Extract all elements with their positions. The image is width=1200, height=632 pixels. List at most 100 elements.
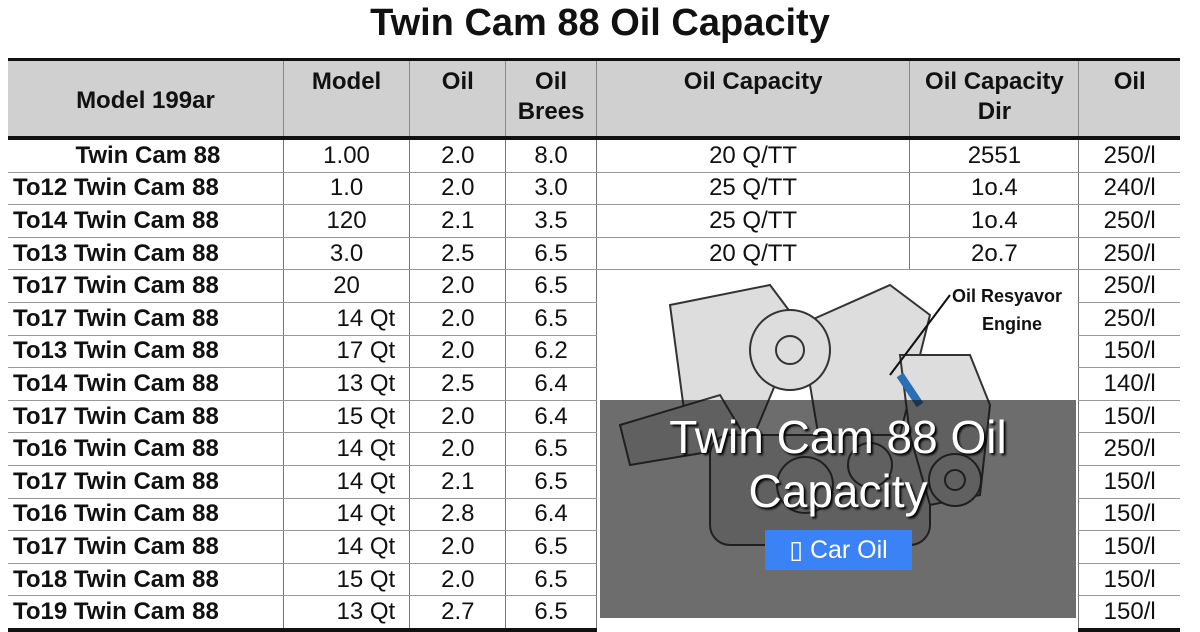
table-cell: To14 Twin Cam 88 — [8, 204, 284, 238]
table-row: To14 Twin Cam 88 120 2.1 3.5 25 Q/TT 1o.4 250/… — [8, 204, 1180, 238]
table-cell: 15 Qt — [282, 400, 410, 434]
table-cell: 25 Q/TT — [595, 204, 910, 238]
table-cell: 1o.4 — [909, 204, 1079, 238]
table-cell: 8.0 — [505, 138, 597, 173]
table-cell: 2.8 — [409, 498, 506, 532]
table-cell: 17 Qt — [282, 335, 410, 369]
category-tag-label: Car Oil — [809, 536, 888, 564]
table-cell: 14 Qt — [282, 465, 410, 499]
table-cell: 6.4 — [505, 367, 597, 401]
table-cell: 6.5 — [505, 595, 597, 632]
table-cell: 2.7 — [409, 595, 506, 632]
column-header: Model — [282, 58, 410, 140]
table-cell: To16 Twin Cam 88 — [8, 432, 284, 466]
table-cell: 150/l — [1078, 498, 1180, 532]
overlay-title: Twin Cam 88 Oil Capacity — [669, 411, 1007, 517]
table-cell: 14 Qt — [282, 302, 410, 336]
table-cell: To17 Twin Cam 88 — [8, 465, 284, 499]
table-cell: 250/l — [1078, 432, 1180, 466]
table-row: To13 Twin Cam 88 3.0 2.5 6.5 20 Q/TT 2o.7 250/… — [8, 237, 1180, 271]
table-cell: 6.5 — [505, 237, 597, 271]
column-header: Oil Brees — [505, 58, 597, 140]
table-cell: 2o.7 — [909, 237, 1079, 271]
caption-overlay — [600, 400, 1076, 618]
table-cell: 150/l — [1078, 465, 1180, 499]
table-cell: 150/l — [1078, 335, 1180, 369]
table-cell: 14 Qt — [282, 498, 410, 532]
table-cell: 6.5 — [505, 269, 597, 303]
table-cell: 150/l — [1078, 400, 1180, 434]
table-cell: 150/l — [1078, 530, 1180, 564]
table-row: Twin Cam 88 1.00 2.0 8.0 20 Q/TT 2551 250/l — [8, 138, 1180, 173]
table-cell: 25 Q/TT — [595, 172, 910, 206]
table-cell: 20 — [282, 269, 410, 303]
table-cell: To16 Twin Cam 88 — [8, 498, 284, 532]
table-cell: 250/l — [1078, 302, 1180, 336]
table-cell: 6.2 — [505, 335, 597, 369]
table-cell: 14 Qt — [282, 530, 410, 564]
table-cell: 2.5 — [409, 237, 506, 271]
table-cell: 2.0 — [409, 432, 506, 466]
category-tag-button[interactable]: ▯ Car Oil — [765, 530, 912, 570]
table-cell: To18 Twin Cam 88 — [8, 563, 284, 597]
table-cell: 2.0 — [409, 563, 506, 597]
table-cell: 2.0 — [409, 172, 506, 206]
table-cell: 6.5 — [505, 432, 597, 466]
table-cell: To19 Twin Cam 88 — [8, 595, 284, 632]
table-cell: To13 Twin Cam 88 — [8, 237, 284, 271]
table-cell: 3.0 — [505, 172, 597, 206]
table-cell: 2.0 — [409, 530, 506, 564]
column-header: Oil Capacity — [595, 58, 910, 140]
table-cell: 1.00 — [282, 138, 410, 173]
table-cell: 6.5 — [505, 530, 597, 564]
table-cell: 250/l — [1078, 269, 1180, 303]
table-cell: 3.0 — [282, 237, 410, 271]
table-cell: 2.0 — [409, 400, 506, 434]
table-cell: 2.1 — [409, 465, 506, 499]
table-cell: 140/l — [1078, 367, 1180, 401]
column-header: Oil — [1078, 58, 1180, 140]
table-cell: 250/l — [1078, 237, 1180, 271]
table-cell: 250/l — [1078, 138, 1180, 173]
table-cell: 2.0 — [409, 269, 506, 303]
table-cell: To12 Twin Cam 88 — [8, 172, 284, 206]
table-cell: 13 Qt — [282, 367, 410, 401]
table-cell: 2551 — [909, 138, 1079, 173]
table-cell: 2.0 — [409, 138, 506, 173]
table-row: To12 Twin Cam 88 1.0 2.0 3.0 25 Q/TT 1o.4 240/… — [8, 172, 1180, 206]
table-cell: To14 Twin Cam 88 — [8, 367, 284, 401]
table-cell: To17 Twin Cam 88 — [8, 269, 284, 303]
table-cell: To17 Twin Cam 88 — [8, 400, 284, 434]
table-cell: 120 — [282, 204, 410, 238]
engine-label-2: Engine — [982, 314, 1042, 334]
table-cell: To13 Twin Cam 88 — [8, 335, 284, 369]
table-cell: 15 Qt — [282, 563, 410, 597]
page-title: Twin Cam 88 Oil Capacity — [370, 2, 830, 44]
table-cell: 6.4 — [505, 498, 597, 532]
table-cell: 2.0 — [409, 335, 506, 369]
table-row: To17 Twin Cam 88 20 2.0 6.5 250/l — [8, 269, 1180, 303]
table-cell: 20 Q/TT — [595, 237, 910, 271]
table-cell: 240/l — [1078, 172, 1180, 206]
table-cell: 20 Q/TT — [595, 138, 910, 173]
table-cell: To17 Twin Cam 88 — [8, 530, 284, 564]
table-cell: 3.5 — [505, 204, 597, 238]
table-cell: 6.5 — [505, 465, 597, 499]
table-cell: 1.0 — [282, 172, 410, 206]
table-cell: 2.0 — [409, 302, 506, 336]
column-header: Model 199ar — [8, 58, 284, 140]
table-cell: 2.1 — [409, 204, 506, 238]
table-cell: 150/l — [1078, 595, 1180, 632]
column-header: Oil — [409, 58, 506, 140]
table-cell: 6.4 — [505, 400, 597, 434]
table-cell: To17 Twin Cam 88 — [8, 302, 284, 336]
folder-icon: ▯ — [789, 536, 803, 564]
table-cell: Twin Cam 88 — [8, 138, 284, 173]
table-cell: 14 Qt — [282, 432, 410, 466]
table-cell: 6.5 — [505, 563, 597, 597]
engine-label-1: Oil Resyavor — [952, 286, 1062, 306]
table-cell: 1o.4 — [909, 172, 1079, 206]
table-cell: 13 Qt — [282, 595, 410, 632]
column-header: Oil Capacity Dir — [909, 58, 1079, 140]
table-cell: 150/l — [1078, 563, 1180, 597]
